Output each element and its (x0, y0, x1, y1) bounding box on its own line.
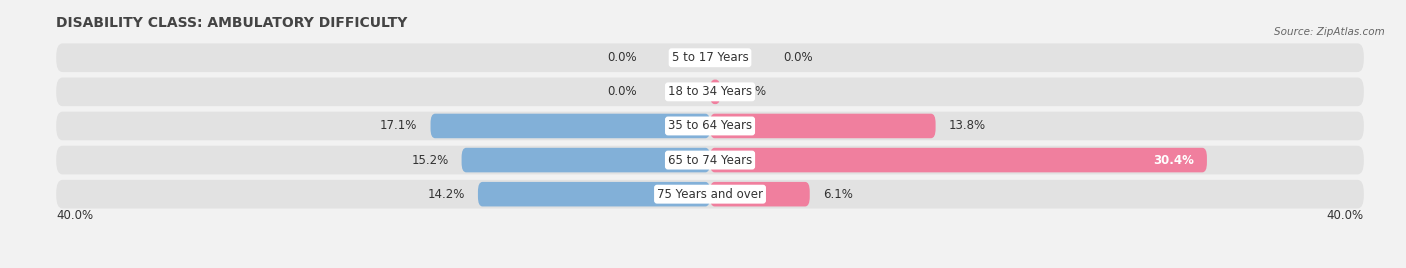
FancyBboxPatch shape (56, 112, 1364, 140)
Text: 30.4%: 30.4% (1153, 154, 1194, 167)
Text: 5 to 17 Years: 5 to 17 Years (672, 51, 748, 64)
FancyBboxPatch shape (710, 148, 1206, 172)
FancyBboxPatch shape (461, 148, 710, 172)
Text: 0.63%: 0.63% (730, 85, 766, 98)
Text: 75 Years and over: 75 Years and over (657, 188, 763, 201)
FancyBboxPatch shape (710, 80, 720, 104)
Text: 15.2%: 15.2% (412, 154, 449, 167)
FancyBboxPatch shape (710, 182, 810, 206)
Text: DISABILITY CLASS: AMBULATORY DIFFICULTY: DISABILITY CLASS: AMBULATORY DIFFICULTY (56, 16, 408, 30)
Text: 0.0%: 0.0% (607, 51, 637, 64)
Text: 40.0%: 40.0% (1327, 209, 1364, 222)
Text: 0.0%: 0.0% (783, 51, 813, 64)
Text: Source: ZipAtlas.com: Source: ZipAtlas.com (1274, 27, 1385, 37)
FancyBboxPatch shape (56, 180, 1364, 209)
Text: 17.1%: 17.1% (380, 120, 418, 132)
Text: 0.0%: 0.0% (607, 85, 637, 98)
FancyBboxPatch shape (430, 114, 710, 138)
Text: 35 to 64 Years: 35 to 64 Years (668, 120, 752, 132)
Text: 65 to 74 Years: 65 to 74 Years (668, 154, 752, 167)
Text: 14.2%: 14.2% (427, 188, 465, 201)
FancyBboxPatch shape (478, 182, 710, 206)
FancyBboxPatch shape (56, 43, 1364, 72)
FancyBboxPatch shape (56, 146, 1364, 174)
Text: 6.1%: 6.1% (823, 188, 852, 201)
Text: 18 to 34 Years: 18 to 34 Years (668, 85, 752, 98)
FancyBboxPatch shape (710, 114, 935, 138)
FancyBboxPatch shape (56, 77, 1364, 106)
Text: 40.0%: 40.0% (56, 209, 93, 222)
Text: 13.8%: 13.8% (949, 120, 986, 132)
